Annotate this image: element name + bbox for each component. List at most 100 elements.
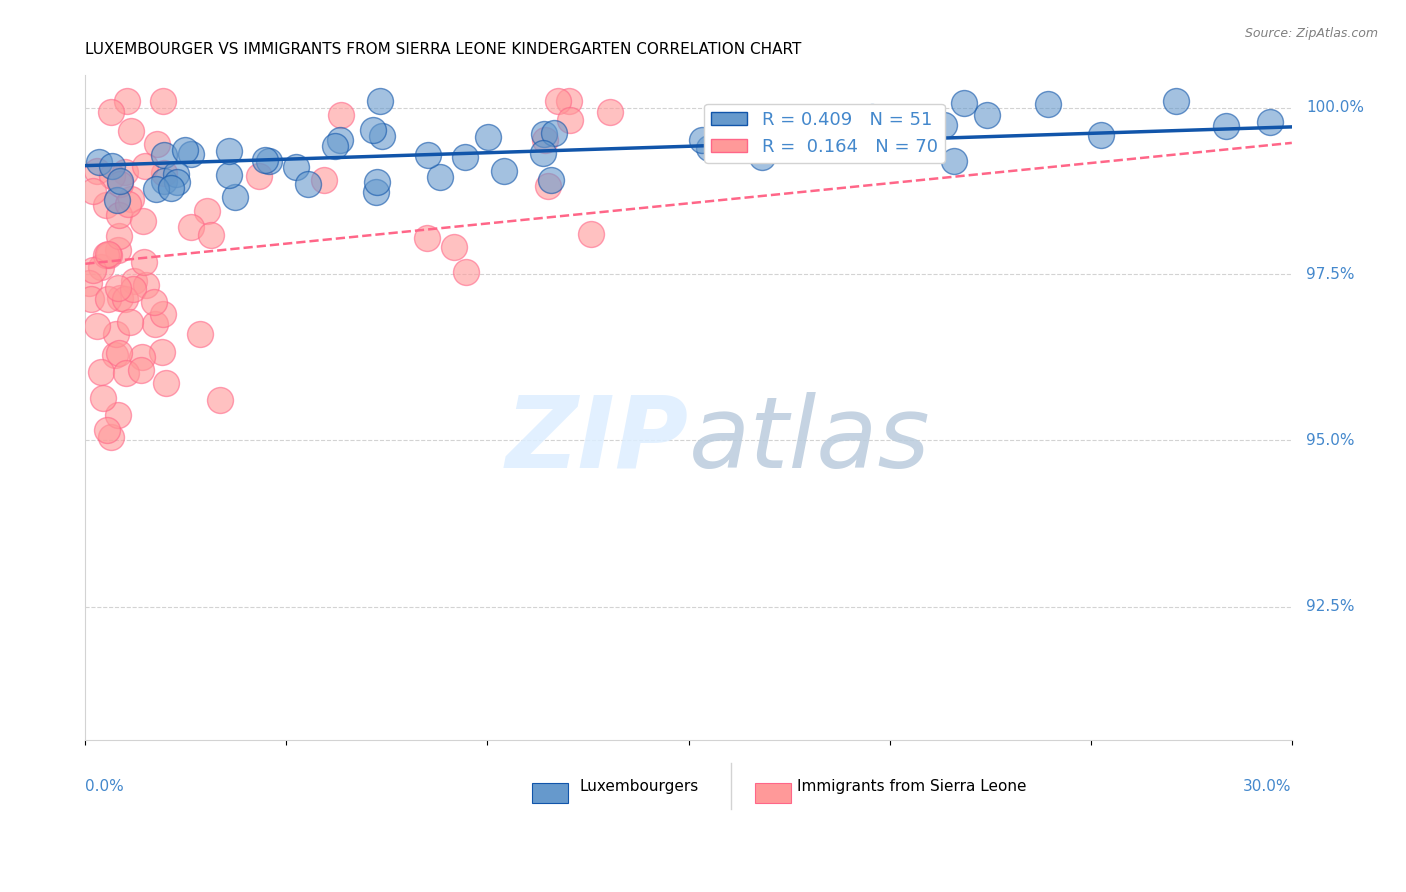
Point xyxy=(165,167,187,181)
Point xyxy=(82,262,104,277)
Point xyxy=(160,181,183,195)
Point xyxy=(477,129,499,144)
Point xyxy=(117,94,139,108)
Point xyxy=(218,169,240,183)
Point xyxy=(180,147,202,161)
Point xyxy=(115,366,138,380)
Point xyxy=(101,169,124,183)
Point xyxy=(1258,114,1281,128)
Point xyxy=(100,104,122,119)
Point xyxy=(368,94,391,108)
Point xyxy=(195,204,218,219)
Point xyxy=(952,96,974,111)
Point xyxy=(80,293,103,307)
Point xyxy=(976,108,998,122)
Point xyxy=(108,208,131,222)
Point xyxy=(297,177,319,191)
Point xyxy=(547,94,569,108)
Point xyxy=(534,133,557,147)
Point xyxy=(443,240,465,254)
Point xyxy=(173,143,195,157)
Point xyxy=(1090,128,1112,142)
Point xyxy=(143,294,166,309)
Text: Luxembourgers: Luxembourgers xyxy=(579,779,699,794)
Point xyxy=(361,123,384,137)
Point xyxy=(285,161,308,175)
Point xyxy=(131,213,153,227)
Point xyxy=(86,164,108,178)
Point xyxy=(118,315,141,329)
Point xyxy=(312,173,335,187)
Point xyxy=(107,244,129,258)
Point xyxy=(134,255,156,269)
Point xyxy=(751,149,773,163)
Point xyxy=(329,107,352,121)
Point xyxy=(108,291,131,305)
Point xyxy=(131,351,153,365)
Point xyxy=(97,247,120,261)
Point xyxy=(188,326,211,341)
Point xyxy=(543,127,565,141)
Point xyxy=(180,219,202,234)
Point xyxy=(121,282,143,296)
Point xyxy=(533,127,555,141)
Point xyxy=(122,274,145,288)
Point xyxy=(96,424,118,438)
Point xyxy=(253,153,276,167)
Point xyxy=(110,173,132,187)
Point xyxy=(558,112,581,127)
Point xyxy=(108,345,131,359)
Text: 92.5%: 92.5% xyxy=(1306,599,1355,614)
Point xyxy=(454,265,477,279)
Point xyxy=(107,408,129,422)
Point xyxy=(364,185,387,199)
Point xyxy=(1215,120,1237,134)
Point xyxy=(105,193,128,207)
Point xyxy=(247,169,270,183)
Point xyxy=(934,119,956,133)
Point xyxy=(152,94,174,108)
Text: 100.0%: 100.0% xyxy=(1306,100,1364,115)
Point xyxy=(416,231,439,245)
Point xyxy=(114,165,136,179)
Point xyxy=(150,344,173,359)
Point xyxy=(209,392,232,407)
Point xyxy=(153,174,176,188)
Point xyxy=(1166,94,1188,108)
Point xyxy=(325,139,347,153)
Bar xyxy=(755,783,792,803)
Point xyxy=(107,228,129,243)
Point xyxy=(943,154,966,169)
Point xyxy=(200,227,222,242)
Point xyxy=(90,364,112,378)
Point xyxy=(89,155,111,169)
Point xyxy=(371,129,394,144)
Point xyxy=(537,179,560,194)
Point xyxy=(94,198,117,212)
Point xyxy=(737,134,759,148)
Point xyxy=(782,127,804,141)
Point xyxy=(96,248,118,262)
Point xyxy=(91,391,114,405)
Point xyxy=(104,326,127,341)
Point xyxy=(418,147,440,161)
Point xyxy=(134,159,156,173)
Point xyxy=(104,347,127,361)
Text: LUXEMBOURGER VS IMMIGRANTS FROM SIERRA LEONE KINDERGARTEN CORRELATION CHART: LUXEMBOURGER VS IMMIGRANTS FROM SIERRA L… xyxy=(86,42,801,57)
Point xyxy=(153,148,176,162)
Point xyxy=(533,145,555,160)
Point xyxy=(114,292,136,306)
Point xyxy=(224,190,246,204)
Point xyxy=(97,292,120,306)
Point xyxy=(145,182,167,196)
Point xyxy=(860,110,883,124)
Point xyxy=(146,136,169,151)
Point xyxy=(540,172,562,186)
Point xyxy=(492,164,515,178)
Text: Source: ZipAtlas.com: Source: ZipAtlas.com xyxy=(1244,27,1378,40)
Point xyxy=(100,159,122,173)
Point xyxy=(97,248,120,262)
Point xyxy=(82,185,104,199)
Point xyxy=(135,277,157,292)
Point xyxy=(697,140,720,154)
